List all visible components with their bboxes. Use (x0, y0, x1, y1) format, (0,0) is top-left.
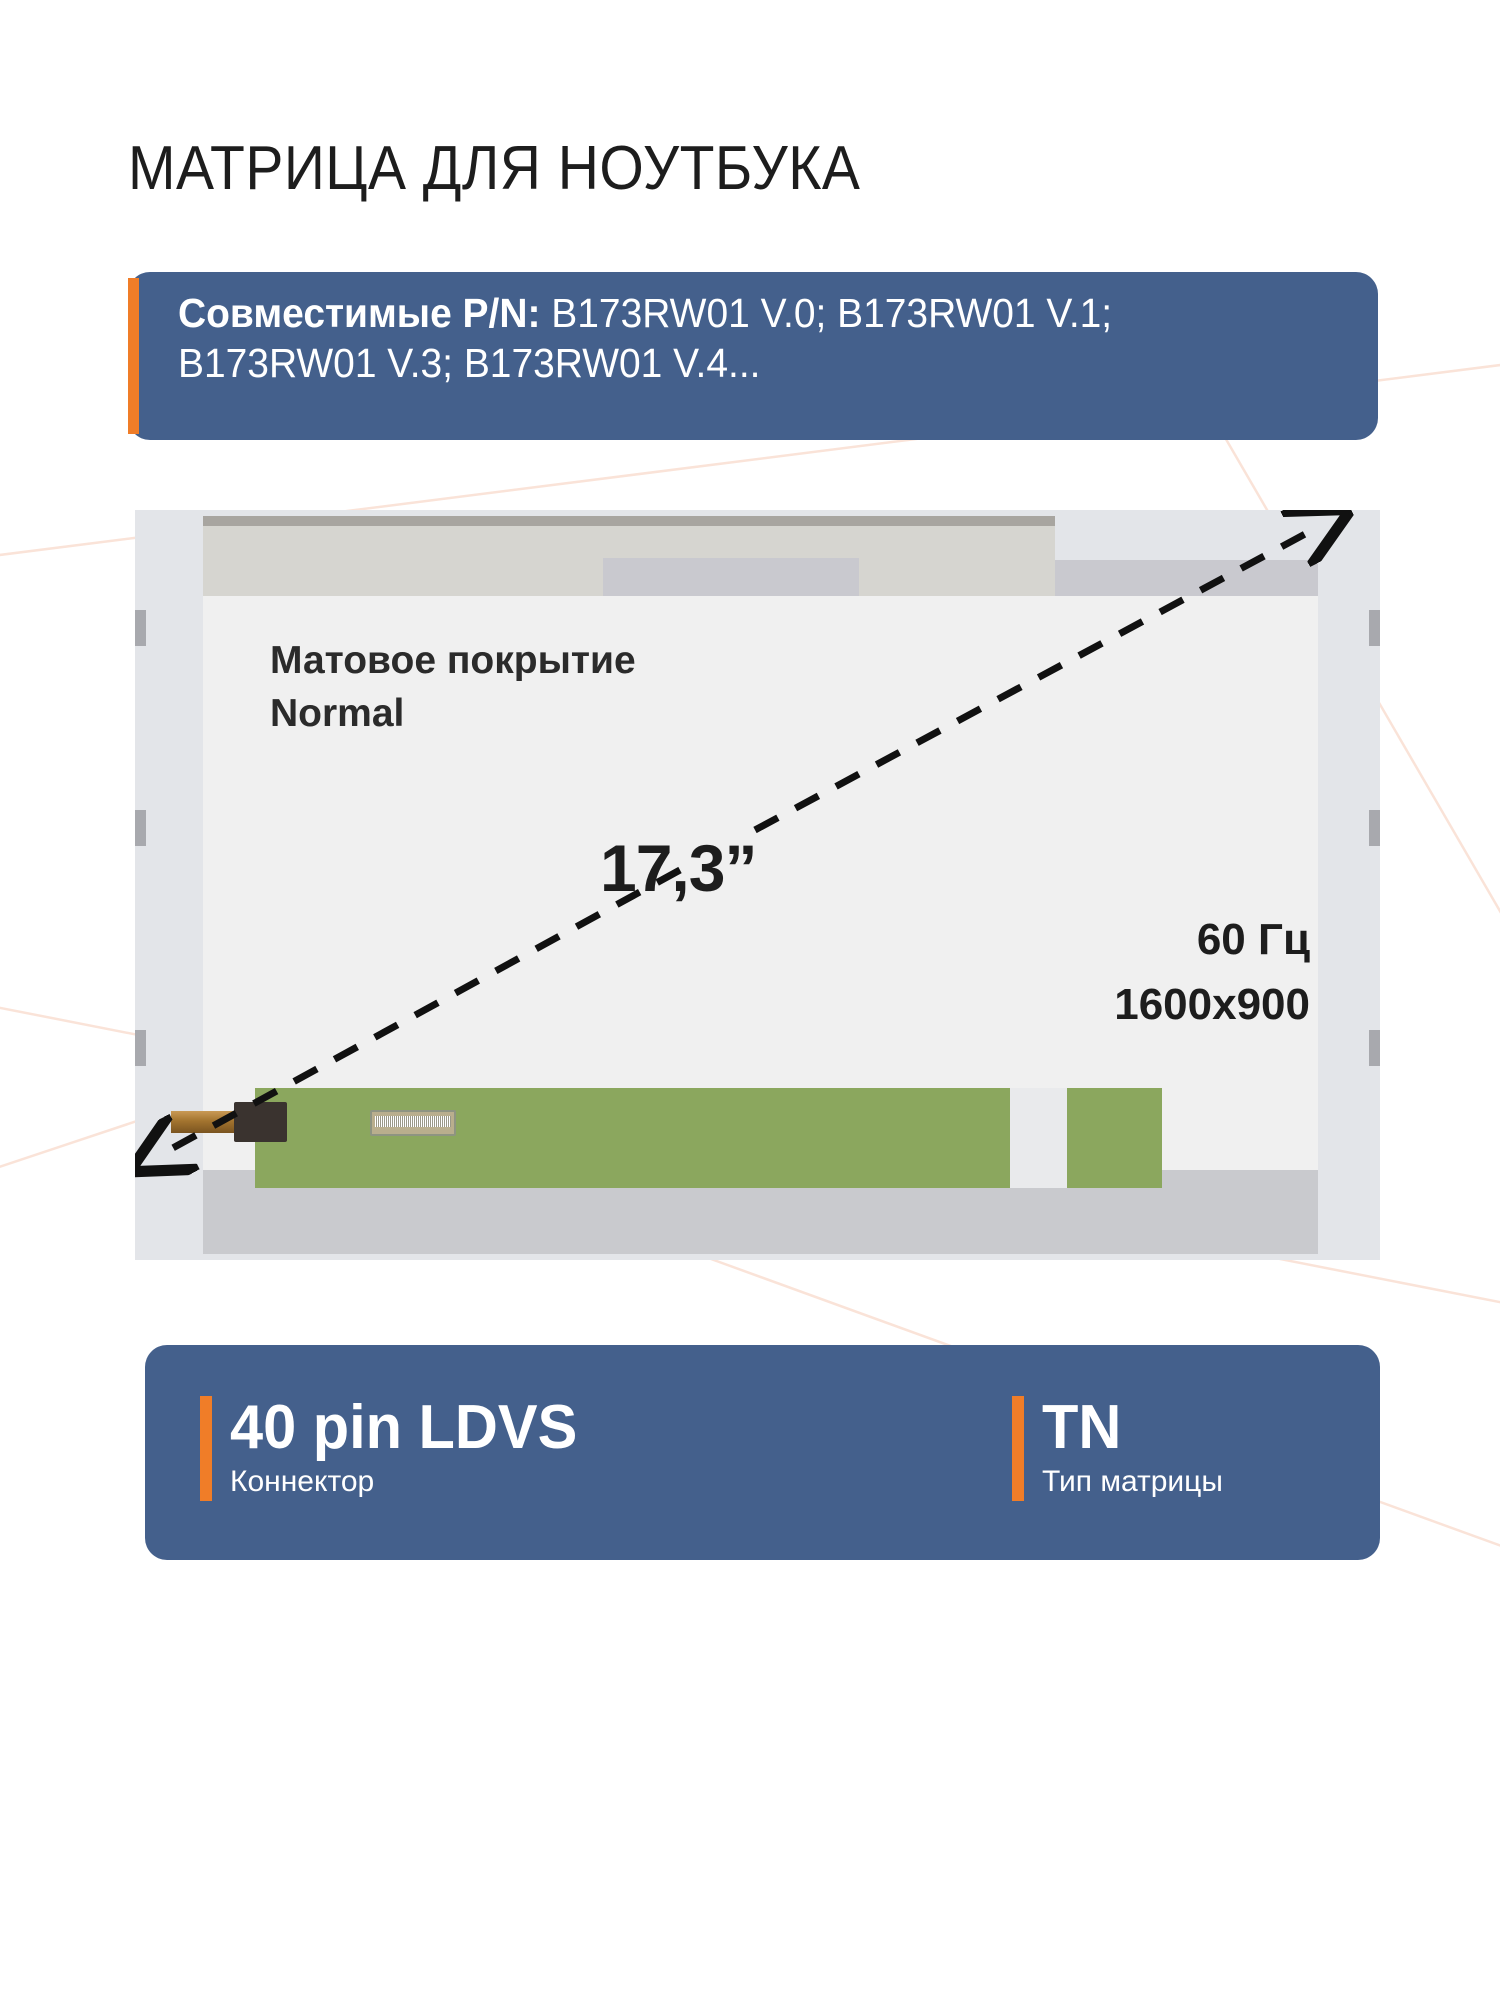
panel-top-center-notch (603, 558, 859, 596)
mount-notch-right-1 (1369, 610, 1380, 646)
pcb-strip-right (1067, 1088, 1162, 1188)
mount-notch-right-2 (1369, 810, 1380, 846)
connector-label: Коннектор (230, 1465, 375, 1499)
resolution-label: 1600x900 (1114, 980, 1310, 1029)
coating-text: Матовое покрытие Normal (270, 639, 636, 735)
pcb-strip (255, 1088, 1010, 1188)
page-title: МАТРИЦА ДЛЯ НОУТБУКА (128, 134, 861, 203)
matrix-type-label: Тип матрицы (1042, 1465, 1223, 1499)
laptop-screen-illustration: Матовое покрытие Normal 17,3” 60 Гц 1600… (135, 510, 1380, 1260)
compatible-pn-text: Совместимые P/N: B173RW01 V.0; B173RW01 … (178, 288, 1299, 388)
cable (171, 1111, 243, 1133)
matrix-type-value: TN (1042, 1393, 1122, 1462)
spec-accent-bar-connector (200, 1396, 212, 1501)
diagonal-size-label: 17,3” (600, 831, 757, 905)
cable-plug (234, 1102, 287, 1142)
pcb-gap (1010, 1088, 1067, 1188)
compatible-pn-label: Совместимые P/N: (178, 290, 541, 336)
pn-accent-bar (128, 278, 139, 434)
refresh-rate-label: 60 Гц (1196, 915, 1310, 964)
panel-top-right-notch (1055, 560, 1318, 596)
connector-value: 40 pin LDVS (230, 1393, 578, 1462)
spec-item-connector: 40 pin LDVS Коннектор (200, 1396, 592, 1501)
mount-notch-left-2 (135, 810, 146, 846)
mount-notch-left-1 (135, 610, 146, 646)
spec-item-matrix-type: TN Тип матрицы (1012, 1396, 1223, 1501)
mount-notch-right-3 (1369, 1030, 1380, 1066)
mount-notch-left-3 (135, 1030, 146, 1066)
connector-socket-pins (375, 1116, 451, 1127)
spec-accent-bar-matrix-type (1012, 1396, 1024, 1501)
